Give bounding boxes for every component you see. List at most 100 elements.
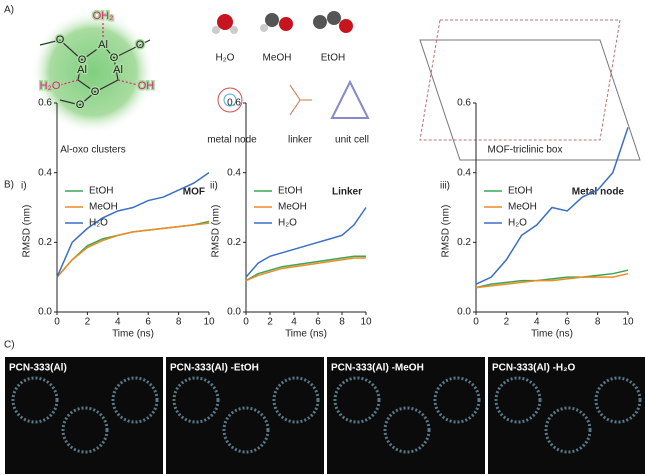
y-axis-label: RMSD (nm)	[211, 205, 222, 258]
pore-ring	[222, 406, 270, 454]
molecule-label: H₂O	[216, 53, 235, 64]
y-axis-label: RMSD (nm)	[441, 205, 452, 258]
atom-label: OH₂	[93, 10, 114, 22]
x-axis-label: Time (ns)	[285, 329, 327, 340]
x-tick-label: 4	[534, 317, 540, 328]
legend-label: EtOH	[278, 186, 302, 197]
x-tick-label: 0	[54, 317, 60, 328]
atom-label: Al	[77, 64, 87, 76]
pore-ring	[111, 376, 159, 424]
atom-label: Al	[98, 39, 108, 51]
x-tick-label: 2	[504, 317, 510, 328]
pore-ring	[61, 406, 109, 454]
y-axis-label: RMSD (nm)	[22, 205, 33, 258]
series-line	[475, 269, 629, 289]
series-line	[245, 255, 366, 282]
series-line	[245, 207, 367, 278]
molecule-label: MeOH	[263, 53, 292, 64]
pore-ring	[544, 406, 592, 454]
y-tick-label: 0.2	[457, 237, 471, 248]
panel-label: C)	[4, 340, 15, 351]
panel-number: i)	[21, 181, 27, 192]
image-label: PCN-333(Al) -EtOH	[170, 363, 259, 374]
x-axis-label: Time (ns)	[531, 329, 573, 340]
x-tick-label: 6	[315, 317, 321, 328]
cluster-bonds	[39, 22, 151, 106]
box-caption: MOF-triclinic box	[487, 145, 562, 156]
series-line	[56, 220, 210, 278]
atom-label: Al	[113, 64, 123, 76]
pore-ring	[333, 376, 381, 424]
chart-title: Metal node	[572, 187, 625, 198]
pore-ring	[172, 376, 220, 424]
series-line	[56, 222, 210, 278]
pore-ring	[383, 406, 431, 454]
atom-label: OH	[138, 80, 155, 92]
x-tick-label: 6	[564, 317, 570, 328]
simulation-image	[488, 357, 645, 474]
x-tick-label: 6	[145, 317, 151, 328]
x-tick-label: 2	[85, 317, 91, 328]
molecule-icons	[212, 11, 641, 161]
atom-label: O	[91, 86, 100, 98]
cluster-caption: Al-oxo clusters	[60, 145, 126, 156]
x-tick-label: 8	[176, 317, 182, 328]
chart-title: MOF	[183, 187, 205, 198]
panel-label: A)	[4, 5, 14, 16]
y-tick-label: 0.6	[227, 98, 241, 109]
legend-label: H₂O	[89, 218, 108, 229]
x-tick-label: 2	[267, 317, 273, 328]
y-tick-label: 0.0	[227, 307, 241, 318]
legend-label: MeOH	[89, 202, 118, 213]
x-tick-label: 4	[291, 317, 297, 328]
x-tick-label: 10	[203, 317, 215, 328]
pore-ring	[494, 376, 542, 424]
simulation-image	[166, 357, 324, 474]
image-label: PCN-333(Al)	[9, 363, 67, 374]
panel-number: iii)	[440, 181, 450, 192]
legend-label: EtOH	[508, 186, 532, 197]
image-label: PCN-333(Al) -MeOH	[331, 363, 424, 374]
simulation-image	[327, 357, 485, 474]
chart-title: Linker	[332, 187, 362, 198]
component-label: unit cell	[335, 135, 369, 146]
x-tick-label: 4	[115, 317, 121, 328]
legend-label: H₂O	[508, 218, 527, 229]
panel-label: B)	[4, 180, 14, 191]
atom-label: O	[76, 99, 85, 111]
y-tick-label: 0.4	[38, 167, 52, 178]
atom-label: O	[110, 52, 119, 64]
cluster-glow	[31, 10, 155, 134]
atom-label: O	[78, 54, 87, 66]
legend-label: MeOH	[278, 202, 307, 213]
y-tick-label: 0.6	[38, 98, 52, 109]
legend-label: H₂O	[278, 218, 297, 229]
pore-ring	[11, 376, 59, 424]
pore-ring	[433, 376, 481, 424]
component-label: linker	[288, 135, 313, 146]
y-tick-label: 0.4	[457, 167, 471, 178]
x-tick-label: 0	[243, 317, 249, 328]
x-axis-label: Time (ns)	[112, 329, 154, 340]
x-tick-label: 8	[339, 317, 345, 328]
x-tick-label: 8	[595, 317, 601, 328]
atom-label: H₂O	[40, 80, 61, 92]
pore-ring	[594, 376, 642, 424]
x-tick-label: 10	[622, 317, 634, 328]
y-tick-label: 0.6	[457, 98, 471, 109]
series-line	[245, 257, 366, 282]
y-tick-label: 0.2	[38, 237, 52, 248]
legend-label: EtOH	[89, 186, 113, 197]
y-tick-label: 0.0	[457, 307, 471, 318]
legend-label: MeOH	[508, 202, 537, 213]
panel-number: ii)	[210, 181, 218, 192]
x-tick-label: 0	[473, 317, 479, 328]
molecule-label: EtOH	[321, 53, 345, 64]
series-line	[475, 127, 629, 285]
atom-label: O	[56, 34, 65, 46]
component-label: metal node	[207, 135, 257, 146]
y-tick-label: 0.2	[227, 237, 241, 248]
series-line	[56, 172, 210, 278]
atom-label: O	[136, 39, 145, 51]
